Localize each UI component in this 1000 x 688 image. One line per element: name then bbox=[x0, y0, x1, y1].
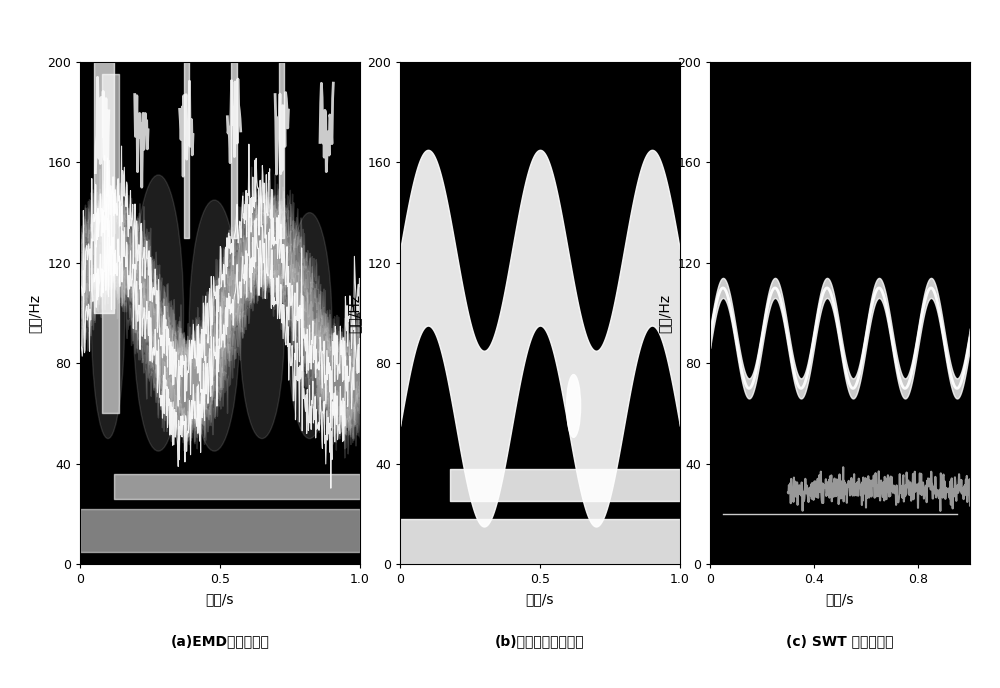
Text: (c) SWT 的时频分析: (c) SWT 的时频分析 bbox=[786, 634, 894, 649]
Ellipse shape bbox=[91, 188, 125, 439]
Y-axis label: 频率/Hz: 频率/Hz bbox=[658, 294, 672, 332]
X-axis label: 时间/s: 时间/s bbox=[206, 592, 234, 605]
Ellipse shape bbox=[567, 374, 581, 438]
Ellipse shape bbox=[240, 213, 284, 439]
Y-axis label: 频率/Hz: 频率/Hz bbox=[348, 294, 362, 332]
Ellipse shape bbox=[189, 200, 240, 451]
Ellipse shape bbox=[133, 175, 184, 451]
Y-axis label: 频率/Hz: 频率/Hz bbox=[28, 294, 42, 332]
X-axis label: 时间/s: 时间/s bbox=[526, 592, 554, 605]
Text: (a)EMD的时频分析: (a)EMD的时频分析 bbox=[171, 634, 269, 649]
Ellipse shape bbox=[287, 213, 332, 439]
X-axis label: 时间/s: 时间/s bbox=[826, 592, 854, 605]
Text: (b)小波包的时频分析: (b)小波包的时频分析 bbox=[495, 634, 585, 649]
